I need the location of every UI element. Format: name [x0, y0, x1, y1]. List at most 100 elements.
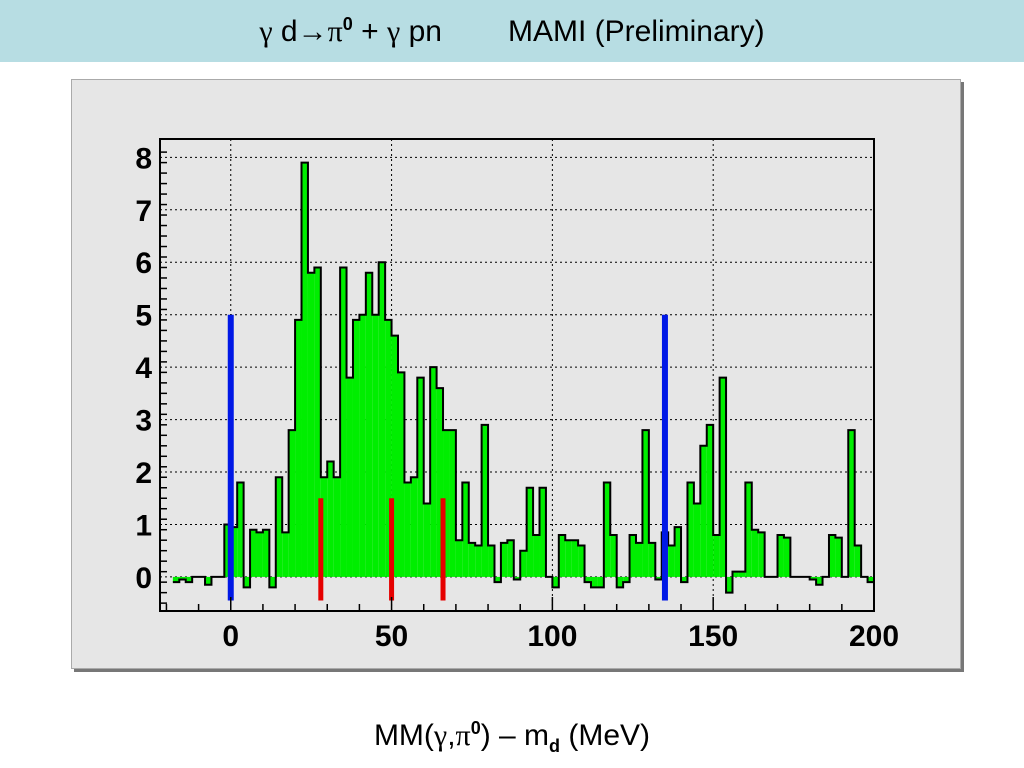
histogram-bin: [816, 576, 823, 585]
axes-box: [159, 138, 875, 612]
histogram-bin: [719, 377, 727, 577]
histogram-bin: [610, 534, 617, 577]
histogram-outline: [172, 161, 874, 594]
histogram-bin: [378, 262, 386, 577]
histogram-bin: [288, 430, 296, 577]
histogram-bin: [468, 542, 476, 577]
histogram-bin: [500, 542, 508, 577]
histogram-bin: [571, 540, 579, 577]
histogram-bin: [436, 388, 444, 577]
histogram-bin: [751, 529, 759, 577]
histogram-bin: [584, 576, 591, 583]
histogram-bin: [809, 576, 817, 580]
y-tick-label: 5: [135, 300, 152, 333]
histogram-bin: [417, 377, 424, 577]
units-label: (MeV): [560, 719, 651, 752]
histogram-bin: [346, 377, 353, 577]
y-tick-label: 8: [135, 142, 152, 175]
histogram-bin: [449, 430, 456, 577]
histogram-bin: [494, 576, 501, 583]
histogram-bin: [352, 319, 360, 577]
histogram-bin: [385, 319, 392, 577]
histogram-bin: [745, 482, 752, 577]
histogram-bin: [430, 367, 437, 577]
histogram-bin: [552, 576, 559, 588]
arrow-symbol: →: [297, 15, 328, 48]
page-title: γ d→π0 + γ pn MAMI (Preliminary): [0, 14, 1024, 49]
histogram-bin: [726, 576, 733, 593]
histogram-bin: [578, 545, 585, 577]
histogram-bin: [687, 482, 694, 577]
pi-symbol: π: [327, 15, 343, 48]
x-tick-label: 150: [688, 620, 738, 653]
x-tick-label: 100: [527, 620, 577, 653]
x-tick-label: 50: [375, 620, 408, 653]
marker-lines: [227, 314, 668, 601]
histogram-bin: [269, 576, 276, 588]
histogram-bin: [262, 529, 270, 577]
histogram-bin: [533, 534, 540, 577]
gamma-symbol-axis: γ: [433, 719, 448, 752]
histogram-bin: [410, 477, 418, 577]
minus-m: ) – m: [480, 719, 550, 752]
histogram-bin: [758, 532, 765, 577]
histogram-bin: [398, 372, 405, 577]
histogram-bin: [655, 576, 662, 580]
histogram-bin: [681, 576, 688, 583]
histogram-bin: [738, 571, 746, 577]
pi-charge-axis: 0: [470, 718, 481, 738]
y-tick-label: 4: [135, 352, 152, 385]
histogram-bin: [539, 487, 546, 577]
histogram-bin: [404, 482, 411, 577]
histogram-bin: [603, 482, 611, 577]
histogram-bin: [455, 540, 463, 577]
histogram-bin: [732, 571, 739, 577]
histogram-bin: [783, 537, 791, 577]
histogram-bin: [179, 576, 186, 580]
histogram-bin: [488, 545, 495, 577]
histogram-bin: [481, 424, 489, 577]
pi-symbol-axis: π: [455, 719, 471, 752]
histogram-bin: [558, 534, 566, 577]
histogram-bin: [320, 477, 328, 577]
plot-frame: [71, 79, 961, 669]
histogram-bin: [301, 162, 308, 577]
histogram-bin: [230, 527, 238, 577]
histogram-bin: [359, 314, 366, 577]
histogram-bin: [475, 545, 482, 577]
x-tick-label: 0: [222, 620, 239, 653]
histogram-bin: [237, 482, 244, 577]
tick-labels: 0 50 100 150 200 0 1 2 3 4 5 6 7 8: [135, 142, 899, 653]
x-axis-title: MM(γ,π0) – md (MeV): [0, 718, 1024, 757]
histogram-bin: [372, 314, 379, 577]
experiment-label: MAMI (Preliminary): [507, 15, 765, 48]
histogram-bin: [224, 524, 231, 577]
histogram-bin: [629, 534, 636, 577]
y-tick-label: 3: [135, 405, 152, 438]
y-tick-label: 6: [135, 247, 152, 280]
histogram-bin: [668, 545, 675, 577]
histogram-bin: [462, 482, 469, 577]
histogram-bin: [172, 576, 180, 583]
pi-charge: 0: [342, 14, 353, 34]
histogram-bars: [172, 161, 874, 594]
histogram-bin: [565, 540, 572, 577]
deuteron-label: d: [272, 15, 298, 48]
histogram-bin: [828, 534, 836, 577]
histogram-bin: [706, 424, 714, 577]
histogram-bin: [391, 335, 398, 577]
histogram-bin: [307, 272, 315, 577]
histogram-bin: [365, 272, 373, 577]
histogram-bin: [700, 445, 707, 577]
plus-sign: +: [352, 15, 387, 48]
histogram-bin: [835, 537, 842, 577]
histogram-bin: [185, 576, 193, 583]
mm-prefix: MM(: [373, 719, 434, 752]
histogram-bin: [314, 267, 321, 577]
histogram-bin: [275, 477, 283, 577]
histogram-bin: [520, 550, 527, 577]
y-tick-label: 1: [135, 509, 152, 542]
gamma-symbol: γ: [259, 15, 273, 48]
histogram-bin: [713, 534, 720, 577]
